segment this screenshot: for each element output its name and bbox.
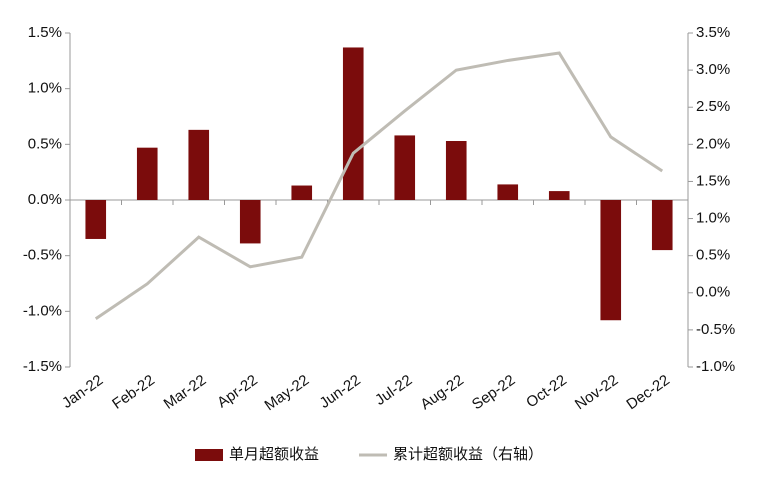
bar [85,200,107,239]
y-tick-label: 0.5% [28,135,62,152]
x-tick-label: Feb-22 [109,372,158,413]
y2-tick-label: 2.0% [696,135,730,152]
legend-swatch [195,449,223,461]
x-tick-label: Oct-22 [523,372,570,412]
y-tick-label: 1.0% [28,80,62,97]
line [94,51,664,320]
x-tick-label: May-22 [262,372,313,415]
y2-tick-label: 0.0% [696,284,730,301]
y2-tick-label: 3.5% [696,24,730,41]
x-tick-label: Nov-22 [572,372,621,414]
y-tick-label: -0.5% [23,247,62,264]
y2-tick-label: 1.5% [696,172,730,189]
x-tick-label: Aug-22 [417,372,466,414]
x-tick-label: Jul-22 [372,372,415,409]
y2-tick-label: 2.5% [696,98,730,115]
bar [136,147,158,200]
bar [291,185,313,200]
y-tick-label: 0.0% [28,191,62,208]
y2-tick-label: 0.5% [696,247,730,264]
y-tick-label: -1.0% [23,302,62,319]
x-tick-label: Jun-22 [316,372,363,412]
x-tick-label: Mar-22 [161,372,210,413]
x-tick-label: Apr-22 [214,372,261,412]
bar [548,191,570,200]
bar [239,200,261,244]
x-tick-label: Sep-22 [469,372,518,414]
bar [342,47,364,201]
bar [651,200,673,251]
legend-label: 累计超额收益（右轴） [393,446,543,463]
bar [600,200,622,321]
y-tick-label: 1.5% [28,24,62,41]
y2-tick-label: -0.5% [696,321,735,338]
y2-tick-label: 3.0% [696,61,730,78]
bar [497,184,519,200]
bar [394,135,416,200]
y2-tick-label: 1.0% [696,210,730,227]
bar [445,140,467,200]
y-tick-label: -1.5% [23,358,62,375]
legend-label: 单月超额收益 [229,446,319,463]
y2-tick-label: -1.0% [696,358,735,375]
x-tick-label: Jan-22 [59,372,106,412]
x-tick-label: Dec-22 [623,372,672,414]
bar [188,129,210,200]
